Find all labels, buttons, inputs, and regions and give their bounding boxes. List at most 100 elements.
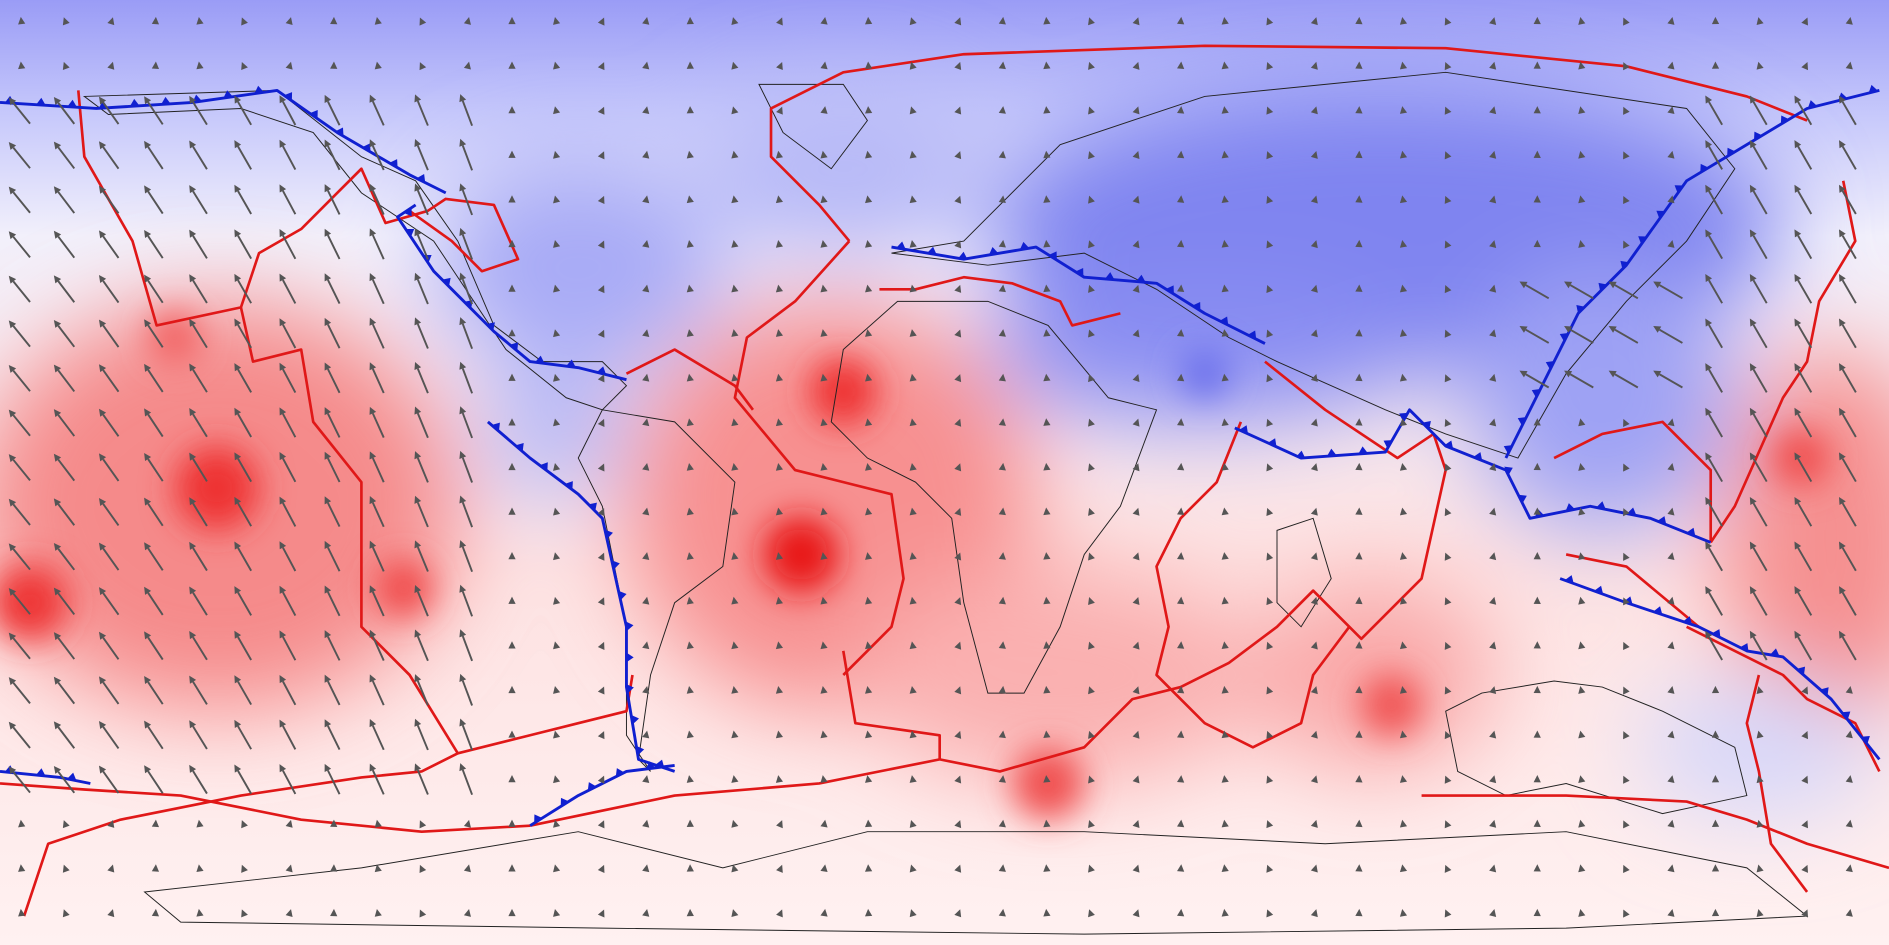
arrow (241, 820, 248, 829)
arrow-head (1705, 630, 1713, 639)
arrow-head (686, 239, 694, 248)
arrow (1132, 686, 1140, 695)
arrow (1749, 496, 1768, 527)
arrow-head (234, 719, 242, 728)
arrow-head (1266, 775, 1274, 784)
arrow (909, 150, 917, 159)
arrow (189, 363, 208, 393)
arrow-head (731, 819, 739, 828)
arrow (1088, 374, 1095, 383)
arrow (1489, 150, 1497, 159)
arrow-head (1355, 641, 1363, 649)
tooth (1504, 466, 1513, 476)
arrow-head (954, 106, 962, 115)
arrow-head (909, 552, 917, 560)
arrow (1444, 62, 1452, 71)
arrow-head (279, 451, 287, 461)
arrow (909, 373, 917, 382)
arrow-head (1399, 819, 1408, 828)
arrow-head (1623, 731, 1630, 740)
arrow (1444, 775, 1452, 784)
arrow (998, 908, 1006, 917)
arrow-head (1794, 95, 1802, 104)
arrow (642, 462, 650, 471)
arrow-head (1578, 686, 1586, 694)
arrow-head (1088, 61, 1095, 70)
arrow-shaft (282, 368, 297, 394)
arrow-head (1533, 596, 1541, 604)
tooth (1165, 285, 1174, 295)
arrow (553, 373, 561, 382)
arrow-shaft (147, 413, 164, 438)
arrow-head (1221, 685, 1229, 694)
arrow-head (597, 374, 605, 383)
arrow-head (1444, 820, 1452, 829)
arrow-head (107, 17, 115, 26)
arrow-head (189, 408, 197, 417)
arrow (642, 685, 650, 694)
arrow-head (1266, 909, 1274, 918)
arrow-head (1177, 685, 1185, 694)
arrow-head (1623, 418, 1630, 428)
arrow-head (864, 819, 873, 828)
arrow (1623, 62, 1630, 71)
arrow-head (414, 94, 422, 103)
arrow-head (1177, 373, 1185, 382)
arrow (144, 140, 164, 170)
arrow (820, 596, 828, 605)
arrow-head (324, 228, 332, 237)
arrow (18, 16, 26, 25)
arrow (196, 61, 204, 70)
arrow-head (324, 94, 332, 103)
tooth (515, 443, 524, 452)
arrow (553, 17, 561, 25)
arrow (98, 96, 120, 125)
arrow-shaft (1708, 368, 1723, 393)
tooth (1820, 687, 1829, 696)
arrow-head (1653, 326, 1662, 333)
arrow-head (324, 719, 332, 728)
arrow-head (8, 632, 17, 641)
arrow-head (642, 641, 650, 650)
arrow-head (234, 630, 242, 639)
arrow (459, 629, 473, 662)
arrow-head (775, 507, 784, 516)
arrow (1489, 418, 1497, 427)
arrow-head (1088, 195, 1095, 204)
arrow (1578, 775, 1586, 784)
arrow (1489, 195, 1497, 204)
arrow-head (8, 186, 17, 195)
arrow-head (865, 195, 873, 204)
arrow-head (1578, 507, 1586, 516)
tooth (927, 246, 937, 255)
arrow (279, 407, 297, 438)
arrow (374, 61, 382, 70)
arrow (234, 407, 252, 438)
arrow (1705, 229, 1723, 260)
tooth (655, 759, 665, 768)
arrow-shaft (327, 323, 341, 349)
arrow-head (1667, 61, 1675, 70)
arrow-head (731, 106, 739, 115)
arrow (865, 596, 873, 605)
arrow (144, 453, 164, 482)
tooth (618, 590, 627, 601)
arrow-head (8, 231, 17, 240)
arrow-head (1578, 418, 1586, 427)
arrow (1608, 281, 1639, 300)
arrow (1533, 730, 1541, 738)
arrow-head (1489, 596, 1497, 605)
arrow-head (597, 686, 605, 695)
arrow-head (1533, 239, 1541, 248)
arrow-head (1794, 586, 1802, 595)
arrow (954, 374, 962, 383)
arrow (731, 106, 739, 115)
arrow (1444, 909, 1452, 918)
arrow-head (1310, 596, 1318, 605)
arrow (144, 185, 164, 215)
arrow-head (1132, 463, 1140, 472)
arrow-shaft (57, 146, 76, 170)
arrow (1355, 775, 1363, 783)
arrow-head (686, 462, 694, 471)
arrow-shaft (102, 146, 120, 170)
